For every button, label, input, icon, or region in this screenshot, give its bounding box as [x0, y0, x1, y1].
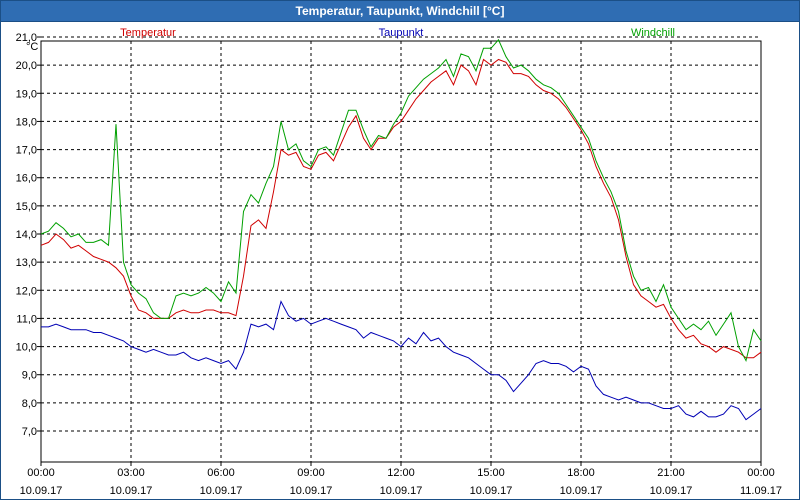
series-line-windchill	[40, 38, 762, 362]
x-tick-date: 10.09.17	[650, 485, 693, 497]
x-tick-time: 00:00	[27, 467, 55, 479]
x-tick-time: 03:00	[117, 467, 145, 479]
x-tick-time: 09:00	[297, 467, 325, 479]
y-tick-label: 17,0	[16, 145, 37, 157]
x-tick-time: 00:00	[747, 467, 775, 479]
x-tick-date: 10.09.17	[470, 485, 513, 497]
window-title: Temperatur, Taupunkt, Windchill [°C]	[1, 1, 799, 22]
y-tick-label: 9,0	[22, 370, 37, 382]
y-tick-label: 13,0	[16, 257, 37, 269]
x-tick-time: 12:00	[387, 467, 415, 479]
y-tick-label: 19,0	[16, 88, 37, 100]
y-tick-label: 11,0	[16, 313, 37, 325]
x-tick-date: 10.09.17	[110, 485, 153, 497]
x-tick-date: 10.09.17	[20, 485, 63, 497]
y-tick-label: 18,0	[16, 116, 37, 128]
y-tick-label: 15,0	[16, 201, 37, 213]
x-tick-time: 15:00	[477, 467, 505, 479]
y-tick-label: 20,0	[16, 60, 37, 72]
x-tick-date: 10.09.17	[560, 485, 603, 497]
x-tick-time: 06:00	[207, 467, 235, 479]
y-tick-label: 7,0	[22, 426, 37, 438]
y-tick-label: 21,0	[16, 32, 37, 44]
y-tick-label: 16,0	[16, 173, 37, 185]
legend-temperatur: Temperatur	[120, 27, 176, 39]
y-tick-label: 12,0	[16, 285, 37, 297]
x-tick-time: 21:00	[657, 467, 685, 479]
x-tick-date: 10.09.17	[380, 485, 423, 497]
legend-windchill: Windchill	[631, 27, 675, 39]
series-line-taupunkt	[41, 300, 762, 421]
y-axis-unit: °C	[26, 41, 38, 53]
x-tick-date: 10.09.17	[290, 485, 333, 497]
legend-taupunkt: Taupunkt	[379, 27, 424, 39]
y-tick-label: 8,0	[22, 398, 37, 410]
chart-canvas: 7,0 8,0 9,0 10,0 11,0 12,0 13,0 14,0 15,0 16,0 17,…	[16, 27, 782, 497]
x-tick-time: 18:00	[567, 467, 595, 479]
x-tick-date: 10.09.17	[200, 485, 243, 497]
x-tick-date: 11.09.17	[740, 485, 782, 497]
y-tick-label: 14,0	[16, 229, 37, 241]
y-tick-label: 10,0	[16, 342, 37, 354]
